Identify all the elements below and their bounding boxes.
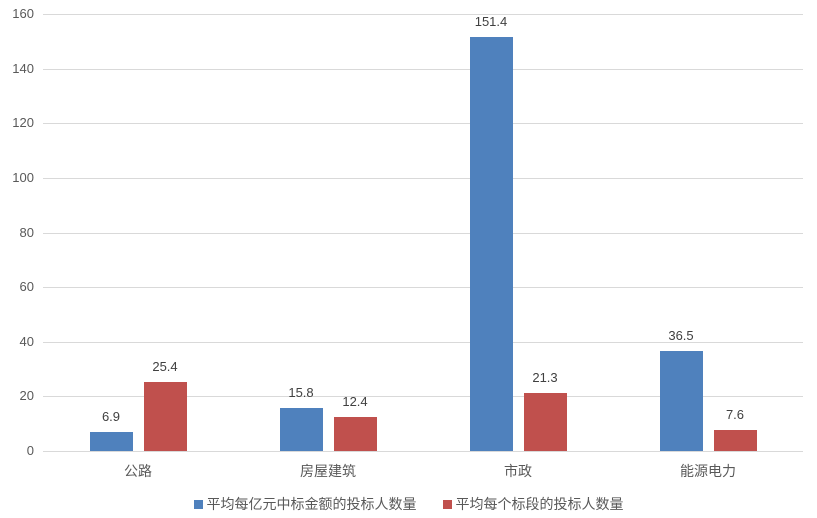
gridline [43, 14, 803, 15]
gridline [43, 69, 803, 70]
gridline [43, 451, 803, 452]
data-label: 6.9 [101, 409, 121, 424]
y-tick-label: 120 [12, 115, 34, 130]
legend: 平均每亿元中标金额的投标人数量 平均每个标段的投标人数量 [0, 494, 817, 514]
bar-series-2 [144, 382, 187, 451]
data-label: 25.4 [152, 359, 178, 374]
gridline [43, 178, 803, 179]
x-category-label: 能源电力 [680, 463, 736, 479]
bar-series-1 [470, 37, 513, 451]
legend-item-series-1: 平均每亿元中标金额的投标人数量 [193, 494, 417, 514]
bar-series-1 [660, 351, 703, 451]
data-label: 15.8 [288, 385, 314, 400]
gridline [43, 123, 803, 124]
y-tick-label: 160 [12, 6, 34, 21]
data-label: 12.4 [342, 394, 368, 409]
data-label: 36.5 [668, 328, 694, 343]
x-category-label: 房屋建筑 [300, 463, 356, 479]
y-tick-label: 100 [12, 170, 34, 185]
bar-series-1 [280, 408, 323, 451]
legend-label-series-1: 平均每亿元中标金额的投标人数量 [206, 496, 417, 512]
data-label: 21.3 [532, 370, 558, 385]
y-tick-label: 140 [12, 61, 34, 76]
y-tick-label: 80 [19, 225, 34, 240]
bar-series-2 [524, 393, 567, 451]
bar-series-1 [90, 432, 133, 451]
gridline [43, 233, 803, 234]
y-tick-label: 0 [26, 443, 34, 458]
legend-item-series-2: 平均每个标段的投标人数量 [442, 494, 624, 514]
data-label: 7.6 [725, 407, 745, 422]
data-label: 151.4 [474, 14, 508, 29]
gridline [43, 396, 803, 397]
gridline [43, 342, 803, 343]
y-tick-label: 40 [19, 334, 34, 349]
bar-series-2 [714, 430, 757, 451]
legend-swatch-red [442, 499, 452, 509]
y-tick-label: 60 [19, 279, 34, 294]
legend-label-series-2: 平均每个标段的投标人数量 [455, 496, 624, 512]
y-tick-label: 20 [19, 388, 34, 403]
x-category-label: 市政 [504, 463, 532, 479]
legend-swatch-blue [193, 499, 203, 509]
gridline [43, 287, 803, 288]
x-category-label: 公路 [124, 463, 152, 479]
bar-series-2 [334, 417, 377, 451]
